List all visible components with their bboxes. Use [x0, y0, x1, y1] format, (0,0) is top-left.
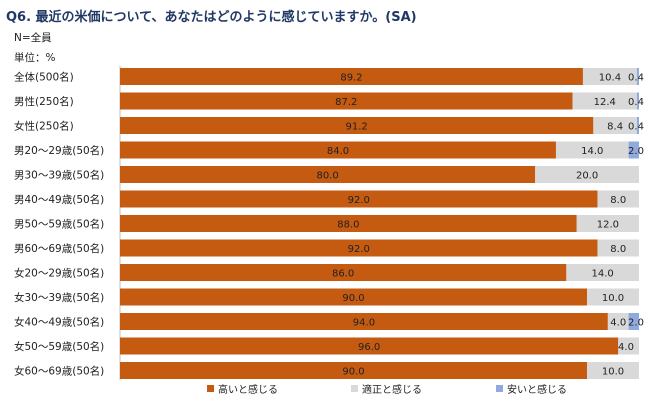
bar-segment-high: [120, 117, 594, 134]
bar-segment-fair: [593, 117, 637, 134]
bar-segment-fair: [576, 215, 639, 232]
bar-segment-high: [120, 337, 619, 355]
bar-segment-fair: [566, 264, 639, 281]
category-label: 男20～29歳(50名): [14, 144, 104, 157]
data-label-cheap: 2.0: [628, 146, 644, 157]
bar-segment-fair: [587, 288, 639, 306]
data-label-fair: 4.0: [618, 342, 634, 353]
data-label-cheap: 0.4: [628, 97, 644, 108]
data-label-fair: 14.0: [581, 146, 603, 157]
bar-segment-high: [120, 313, 608, 330]
category-label: 男60～69歳(50名): [14, 242, 104, 255]
data-label-fair: 8.0: [610, 195, 626, 206]
bar-segment-fair: [587, 362, 639, 379]
category-label: 女性(250名): [14, 120, 74, 133]
bar-segment-high: [120, 288, 588, 306]
bar-segment-fair: [572, 92, 637, 110]
bar-segment-cheap: [636, 117, 639, 134]
data-label-high: 89.2: [340, 73, 362, 84]
chart-title: Q6. 最近の米価について、あなたはどのように感じていますか。(SA): [6, 10, 417, 25]
category-label: 全体(500名): [14, 71, 74, 84]
data-label-high: 90.0: [342, 293, 364, 304]
bar-segment-fair: [535, 166, 639, 183]
bar-segment-cheap: [636, 68, 639, 85]
data-label-high: 94.0: [353, 318, 375, 329]
data-label-fair: 12.4: [594, 97, 616, 108]
data-label-high: 86.0: [332, 269, 354, 280]
data-label-high: 84.0: [327, 146, 349, 157]
unit-note: 単位：%: [14, 52, 56, 64]
bar-segment-cheap: [628, 313, 639, 330]
data-label-high: 92.0: [348, 244, 370, 255]
bar-segment-high: [120, 239, 598, 257]
category-label: 男50～59歳(50名): [14, 218, 104, 231]
bar-segment-fair: [582, 68, 637, 85]
legend-label-fair: 適正と感じる: [362, 385, 422, 396]
data-label-high: 80.0: [316, 171, 338, 182]
data-label-fair: 14.0: [592, 269, 614, 280]
bar-segment-high: [120, 190, 598, 208]
legend-swatch-cheap: [496, 385, 503, 392]
legend-swatch-fair: [351, 385, 358, 392]
category-label: 女50～59歳(50名): [14, 340, 104, 353]
data-label-high: 91.2: [346, 122, 368, 133]
data-label-fair: 20.0: [576, 171, 598, 182]
bar-segment-cheap: [628, 141, 639, 159]
bar-segment-fair: [618, 337, 639, 355]
category-label: 男性(250名): [14, 95, 74, 108]
data-label-fair: 12.0: [597, 220, 619, 231]
legend: 高いと感じる 適正と感じる 安いと感じる: [0, 381, 648, 397]
data-label-fair: 10.0: [602, 293, 624, 304]
data-label-high: 92.0: [348, 195, 370, 206]
bar-segment-fair: [597, 239, 639, 257]
legend-item-fair: 適正と感じる: [351, 381, 422, 396]
bar-segment-high: [120, 166, 536, 183]
data-label-high: 88.0: [337, 220, 359, 231]
data-label-fair: 8.0: [610, 244, 626, 255]
legend-label-high: 高いと感じる: [218, 385, 278, 396]
category-label: 女30～39歳(50名): [14, 291, 104, 304]
bar-segment-fair: [597, 190, 639, 208]
bar-segment-high: [120, 68, 583, 85]
data-label-cheap: 0.4: [628, 122, 644, 133]
data-label-fair: 4.0: [610, 318, 626, 329]
bar-segment-high: [120, 92, 573, 110]
base-note: N=全員: [14, 32, 52, 44]
bar-segment-fair: [607, 313, 629, 330]
data-label-cheap: 0.4: [628, 73, 644, 84]
category-label: 男30～39歳(50名): [14, 169, 104, 182]
bar-segment-high: [120, 362, 588, 379]
bar-segment-cheap: [636, 92, 639, 110]
data-label-fair: 10.0: [602, 367, 624, 378]
data-label-high: 96.0: [358, 342, 380, 353]
category-label: 女60～69歳(50名): [14, 365, 104, 378]
data-label-high: 87.2: [335, 97, 357, 108]
legend-label-cheap: 安いと感じる: [507, 385, 567, 396]
legend-item-high: 高いと感じる: [207, 381, 278, 396]
stacked-bar-chart: 全体(500名) 89.2 10.4 0.4 男性(250名) 87.2 12.4 0.4 女性…: [14, 66, 644, 380]
category-label: 女20～29歳(50名): [14, 267, 104, 280]
data-label-fair: 10.4: [599, 73, 621, 84]
data-label-cheap: 2.0: [628, 318, 644, 329]
data-label-high: 90.0: [342, 367, 364, 378]
bar-segment-high: [120, 141, 556, 159]
legend-item-cheap: 安いと感じる: [496, 381, 567, 396]
data-label-fair: 8.4: [607, 122, 623, 133]
legend-swatch-high: [207, 385, 214, 392]
bar-segment-high: [120, 215, 577, 232]
category-label: 女40～49歳(50名): [14, 316, 104, 329]
bar-segment-fair: [555, 141, 629, 159]
category-label: 男40～49歳(50名): [14, 193, 104, 206]
bar-segment-high: [120, 264, 567, 281]
